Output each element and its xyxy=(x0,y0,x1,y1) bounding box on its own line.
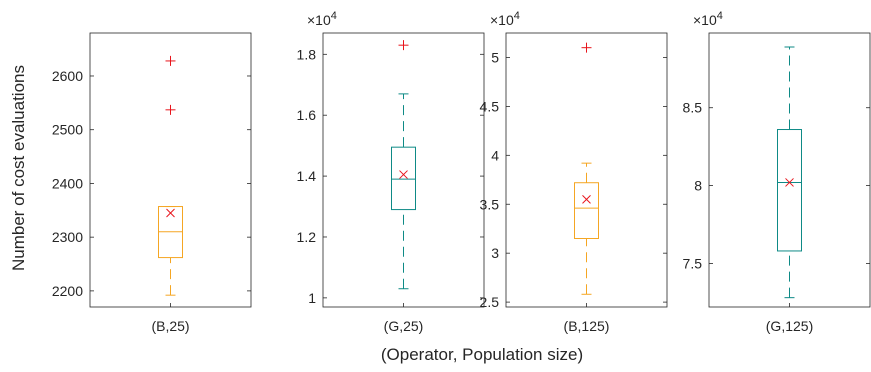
y-tick-label: 5 xyxy=(491,49,499,65)
x-axis-label: (Operator, Population size) xyxy=(381,345,583,364)
y-tick-label: 2400 xyxy=(52,175,83,191)
y-tick-label: 3.5 xyxy=(480,196,500,212)
panel-1: 2200 2300 2400 2500 2600 (B,25) xyxy=(52,32,252,334)
y-tick-label: 1 xyxy=(308,290,316,306)
y-tick-label: 2200 xyxy=(52,283,83,299)
mean-marker xyxy=(785,178,794,187)
panel-4: 7.5 8 8.5 (G,125) ×104 xyxy=(683,10,871,334)
y-tick-label: 2.5 xyxy=(480,294,500,310)
mean-marker xyxy=(399,170,408,179)
x-tick-label: (G,25) xyxy=(384,318,424,334)
axes-frame xyxy=(505,32,668,308)
y-tick-label: 1.8 xyxy=(297,46,317,62)
y-tick-label: 4.5 xyxy=(480,98,500,114)
y-axis-label: Number of cost evaluations xyxy=(9,65,28,271)
y-tick-label: 2300 xyxy=(52,229,83,245)
exponent-label: ×104 xyxy=(693,10,723,28)
mean-marker-stroke xyxy=(785,178,794,187)
x-tick-label: (B,125) xyxy=(564,318,610,334)
mean-marker-stroke xyxy=(399,170,408,179)
y-tick-label: 8.5 xyxy=(683,100,703,116)
axes-frame xyxy=(89,32,252,308)
x-tick-label: (G,125) xyxy=(766,318,813,334)
outlier-marker xyxy=(165,55,176,66)
x-tick-label: (B,25) xyxy=(151,318,189,334)
outlier-marker xyxy=(398,40,409,51)
box xyxy=(391,146,416,211)
mean-marker xyxy=(166,208,175,218)
y-tick-label: 2500 xyxy=(52,122,83,138)
panel-2: 1 1.2 1.4 1.6 1.8 (G,25) ×104 xyxy=(297,10,485,334)
y-tick-label: 8 xyxy=(694,178,702,194)
y-tick-label: 7.5 xyxy=(683,255,703,271)
mean-marker-stroke xyxy=(166,208,175,218)
panel-3: 2.5 3 3.5 4 4.5 5 (B,125) ×104 xyxy=(480,10,668,334)
mean-marker-stroke xyxy=(582,195,591,204)
y-tick-label: 3 xyxy=(491,245,499,261)
box xyxy=(574,182,599,240)
exponent-label: ×104 xyxy=(307,10,337,28)
exponent-label: ×104 xyxy=(490,10,520,28)
panels-group: 2200 2300 2400 2500 2600 (B,25) 1 1.2 1.4 1.6 1.8 (… xyxy=(52,10,871,334)
mean-marker xyxy=(582,195,591,204)
outlier-marker xyxy=(165,104,176,115)
y-tick-label: 1.4 xyxy=(297,168,317,184)
outlier-marker xyxy=(581,42,592,53)
y-tick-label: 2600 xyxy=(52,68,83,84)
y-tick-label: 1.6 xyxy=(297,107,317,123)
y-tick-label: 1.2 xyxy=(297,229,317,245)
y-tick-label: 4 xyxy=(491,147,499,163)
box xyxy=(777,129,802,252)
